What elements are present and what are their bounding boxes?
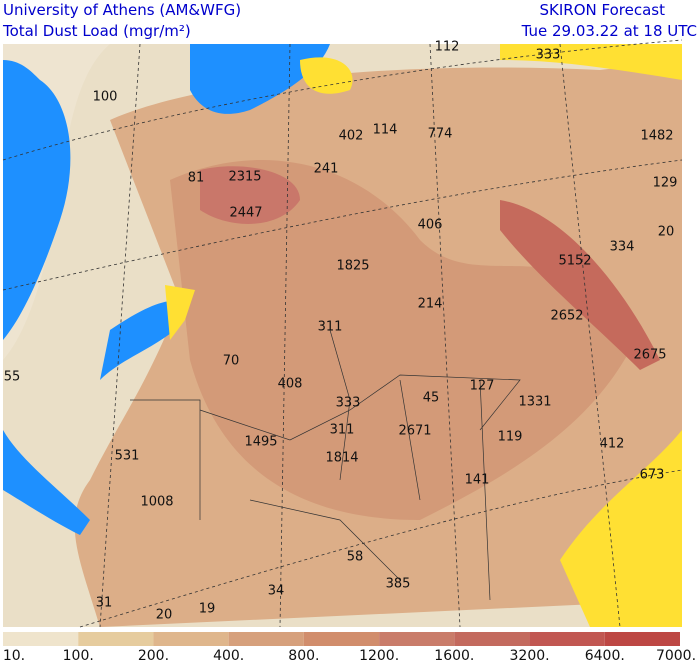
dust-none-north: [300, 57, 353, 94]
dust-high: [170, 160, 640, 520]
map-label: 241: [314, 162, 339, 177]
map-label: 214: [418, 297, 443, 312]
map-label: 1482: [640, 129, 673, 144]
map-label: 2652: [550, 309, 583, 324]
map-label: 1825: [336, 259, 369, 274]
map-label: 333: [336, 396, 361, 411]
colorbar-swatch: [3, 632, 79, 646]
colorbar-swatch: [529, 632, 605, 646]
map-label: 2315: [228, 170, 261, 185]
map-label: 45: [423, 391, 440, 406]
map-label: 119: [498, 430, 523, 445]
map-label: 311: [330, 423, 355, 438]
map-label: 19: [199, 602, 216, 617]
header-left-2: Total Dust Load (mgr/m²): [2, 22, 191, 40]
colorbar-swatch: [78, 632, 154, 646]
map-label: 20: [156, 608, 173, 623]
map-label: 58: [347, 550, 364, 565]
map-label: 127: [470, 379, 495, 394]
map-label: 531: [115, 449, 140, 464]
sea-north: [190, 44, 330, 114]
map-label: 2671: [398, 424, 431, 439]
colorbar-swatch: [604, 632, 680, 646]
map-label: 311: [318, 320, 343, 335]
header-left-1: University of Athens (AM&WFG): [3, 1, 241, 19]
map-label: 333: [536, 48, 561, 63]
colorbar: 10. 100. 200. 400. 800. 1200. 1600. 3200. 6400. 7…: [3, 632, 696, 662]
colorbar-label: 3200.: [510, 648, 550, 662]
map: [2, 39, 683, 628]
map-label: 141: [465, 473, 490, 488]
colorbar-label: 400.: [213, 648, 244, 662]
colorbar-swatch: [228, 632, 304, 646]
header-right-1: SKIRON Forecast: [540, 1, 666, 19]
map-label: 412: [600, 437, 625, 452]
sea-southwest: [3, 430, 90, 535]
map-label: 100: [93, 90, 118, 105]
sea-atlantic: [3, 60, 71, 340]
sea-gibraltar: [100, 300, 180, 380]
map-label: 1814: [325, 451, 358, 466]
map-label: 1331: [518, 395, 551, 410]
dust-none-spain: [165, 285, 195, 340]
map-label: 673: [640, 468, 665, 483]
map-label: 34: [268, 584, 285, 599]
map-label: 408: [278, 377, 303, 392]
map-label: 129: [653, 176, 678, 191]
map-label: 55: [4, 370, 21, 385]
map-label: 385: [386, 577, 411, 592]
colorbar-label: 200.: [138, 648, 169, 662]
map-label: 774: [428, 127, 453, 142]
map-label: 2675: [633, 348, 666, 363]
colorbar-label: 10.: [3, 648, 25, 662]
colorbar-swatch: [454, 632, 530, 646]
map-labels: 100 112 333 402 114 774 1482 81 2315 241 129 2447 40…: [4, 40, 678, 623]
map-label: 406: [418, 218, 443, 233]
colorbar-swatch: [153, 632, 229, 646]
map-label: 112: [435, 40, 460, 55]
colorbar-label: 6400.: [585, 648, 625, 662]
map-label: 1495: [244, 435, 277, 450]
colorbar-label: 100.: [63, 648, 94, 662]
map-label: 20: [658, 225, 675, 240]
dust-peak-east: [500, 200, 660, 370]
colorbar-label: 800.: [288, 648, 319, 662]
map-label: 31: [96, 596, 113, 611]
map-label: 5152: [558, 254, 591, 269]
colorbar-label: 1600.: [434, 648, 474, 662]
header-right-2: Tue 29.03.22 at 18 UTC: [521, 22, 697, 40]
dust-none-se: [560, 430, 682, 627]
map-label: 2447: [229, 206, 262, 221]
colorbar-swatch: [379, 632, 455, 646]
colorbar-label: 7000.: [656, 648, 696, 662]
colorbar-swatch: [303, 632, 380, 646]
dust-none-ne: [500, 44, 682, 80]
map-label: 70: [223, 354, 240, 369]
map-label: 81: [188, 171, 205, 186]
map-label: 334: [610, 240, 635, 255]
borders: [130, 329, 521, 601]
map-label: 402: [339, 129, 364, 144]
map-label: 1008: [140, 495, 173, 510]
map-label: 114: [373, 123, 398, 138]
colorbar-label: 1200.: [359, 648, 399, 662]
dust-peak-north: [200, 166, 300, 224]
